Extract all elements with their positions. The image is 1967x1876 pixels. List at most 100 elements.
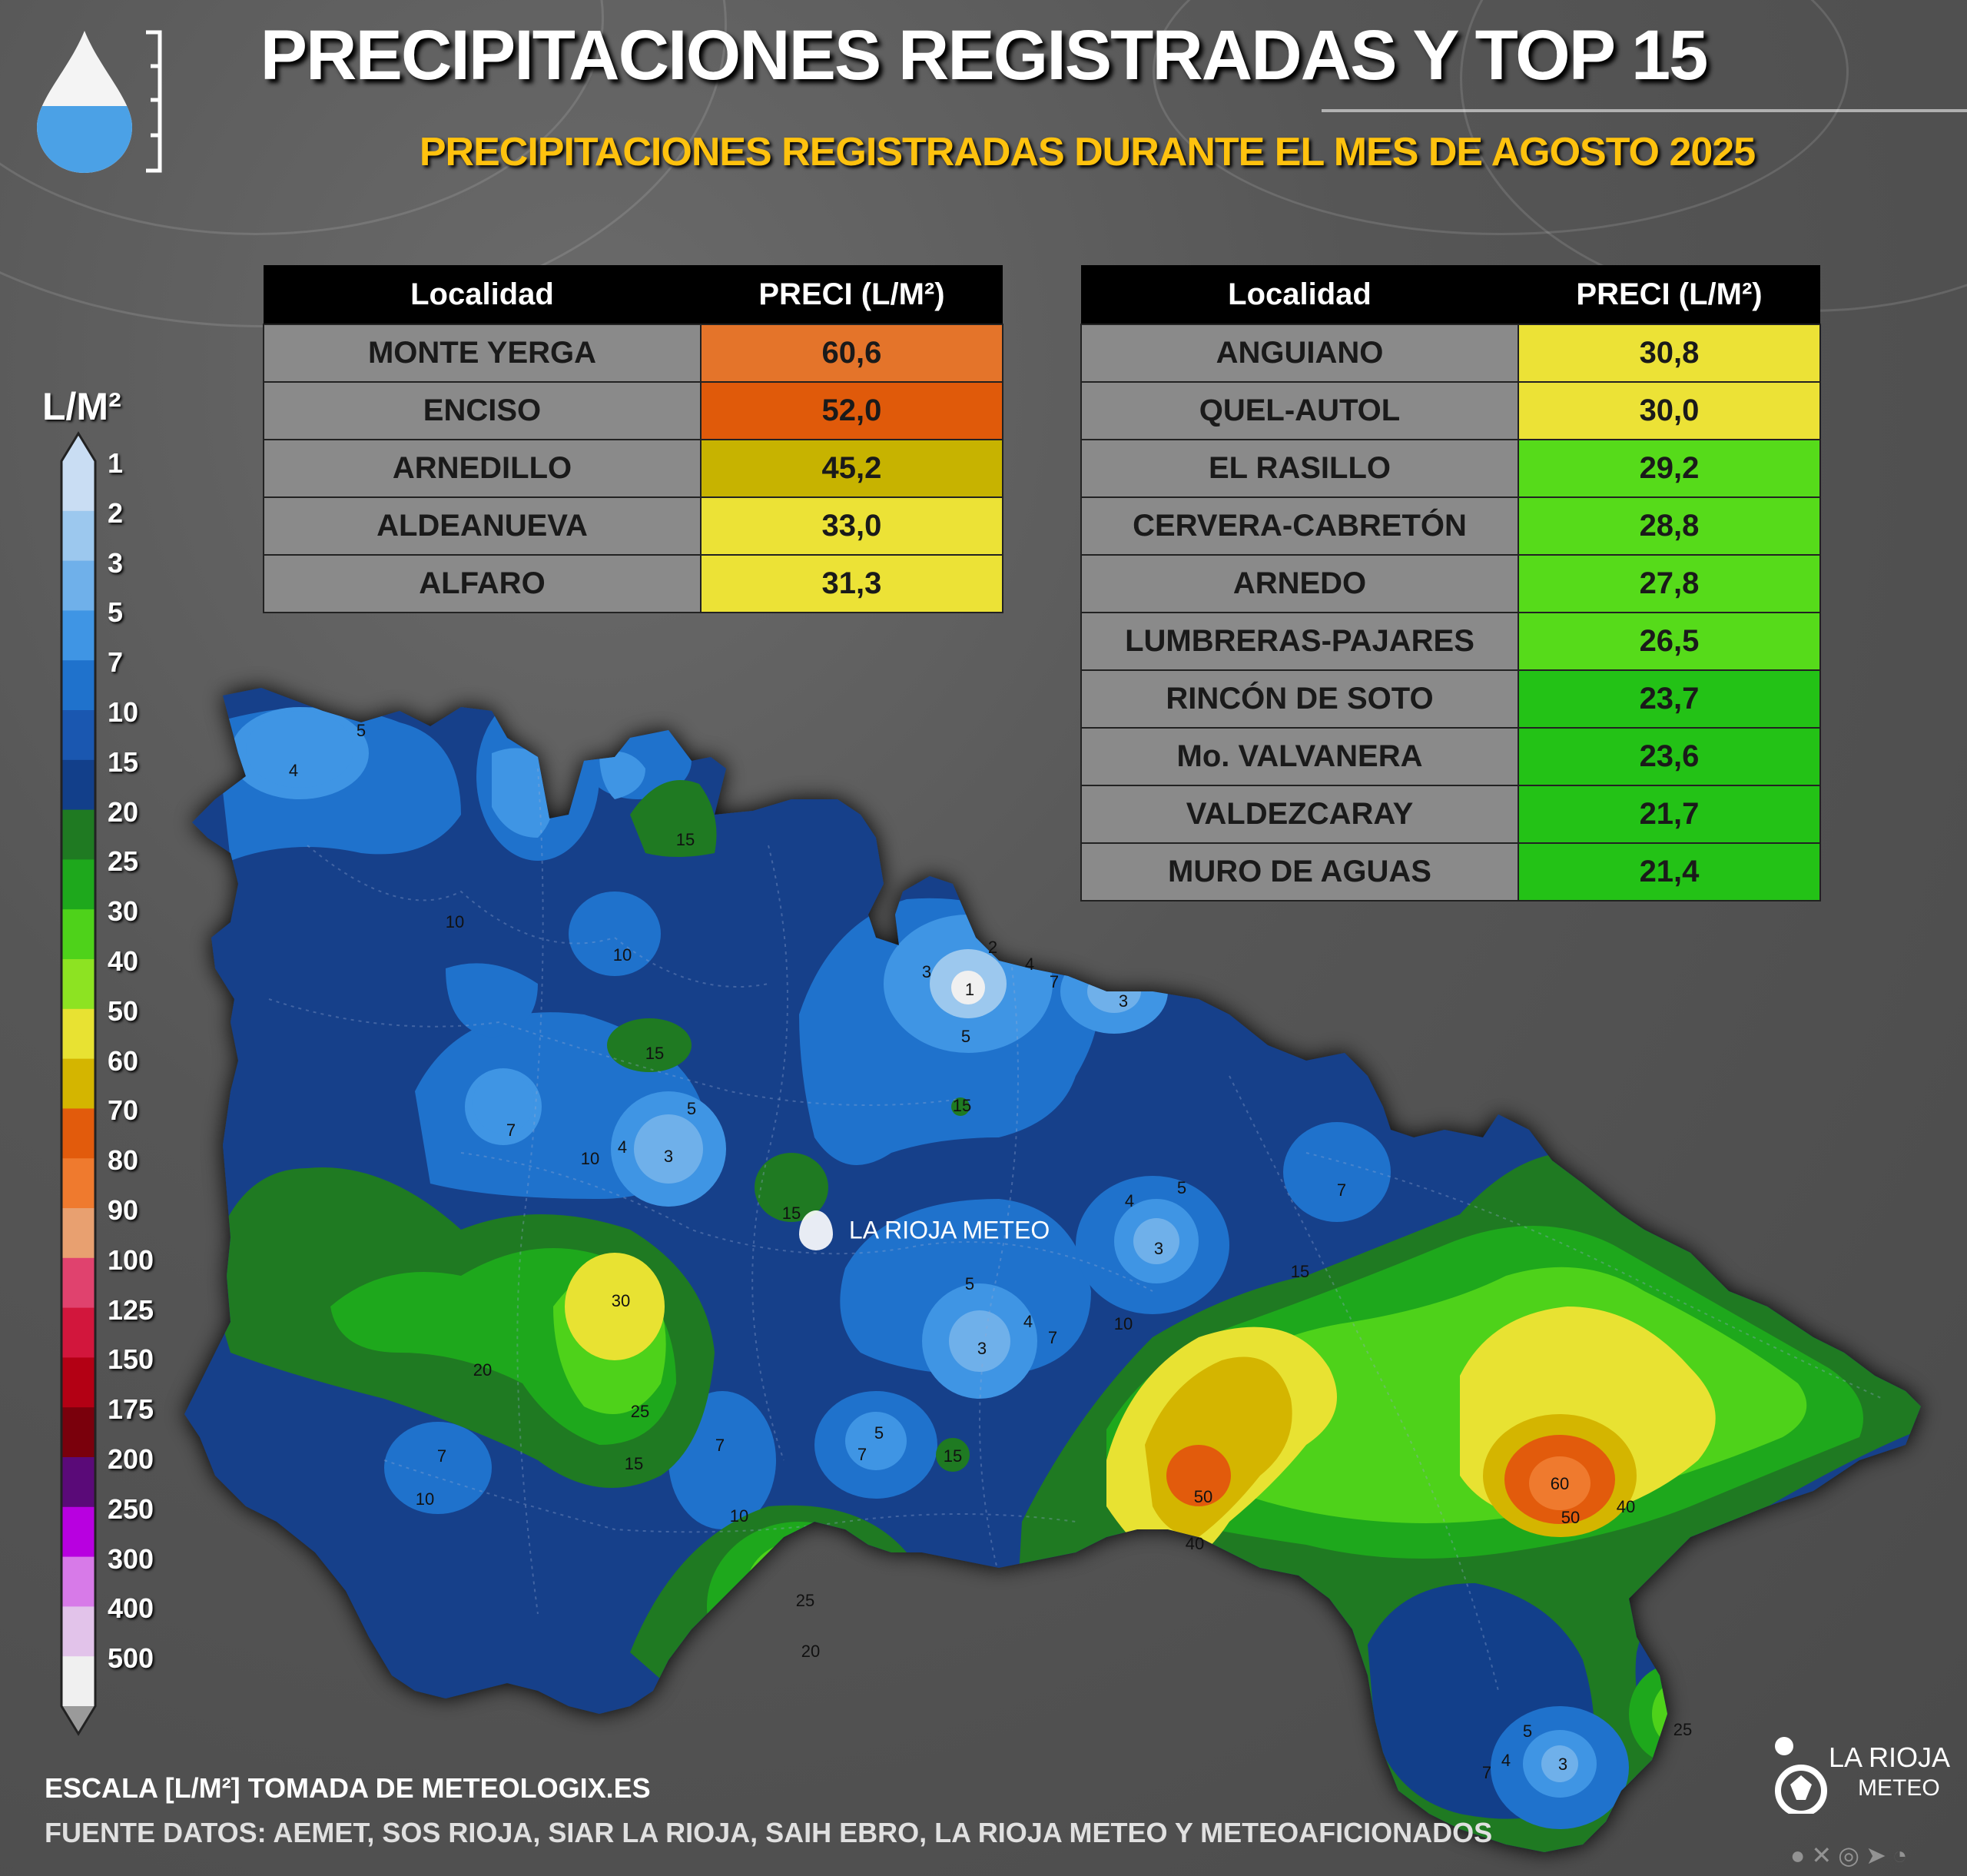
social-icons: ●✕◎➤◔ [1790, 1841, 1913, 1870]
table-row: MURO DE AGUAS 21,4 [1080, 842, 1822, 901]
page-subtitle: PRECIPITACIONES REGISTRADAS DURANTE EL M… [419, 130, 1756, 174]
locality-cell: ANGUIANO [1080, 324, 1519, 383]
contour-label: 4 [1501, 1751, 1511, 1770]
precip-cell: 23,7 [1517, 669, 1822, 729]
contour-label: 10 [581, 1149, 599, 1168]
scale-level-label: 175 [108, 1393, 154, 1426]
locality-cell: Mo. VALVANERA [1080, 727, 1519, 786]
logo-line1: LA RIOJA [1829, 1742, 1951, 1773]
scale-source: ESCALA [L/M²] TOMADA DE METEOLOGIX.ES [45, 1772, 651, 1804]
contour-label: 5 [961, 1027, 970, 1046]
precip-cell: 29,2 [1517, 439, 1822, 498]
contour-label: 5 [1523, 1722, 1532, 1741]
locality-cell: MONTE YERGA [263, 324, 702, 383]
contour-label: 10 [613, 945, 632, 965]
scale-level-label: 200 [108, 1443, 154, 1475]
contour-label: 60 [1551, 1474, 1569, 1493]
contour-label: 15 [645, 1044, 664, 1063]
scale-swatch [61, 859, 95, 911]
scale-bottom-arrow [61, 1706, 95, 1734]
precip-cell: 52,0 [699, 381, 1004, 440]
table-row: ANGUIANO 30,8 [1080, 324, 1822, 383]
contour-label: 5 [874, 1423, 884, 1443]
telegram-icon[interactable]: ➤ [1866, 1841, 1892, 1869]
drop-logo-icon [1775, 1737, 1827, 1814]
contour-label: 10 [446, 912, 464, 931]
contour-label: 20 [473, 1360, 492, 1380]
header-locality: Localidad [264, 265, 701, 324]
scale-swatch [61, 959, 95, 1010]
color-scale-bar [60, 431, 97, 1736]
contour-label: 4 [618, 1137, 627, 1157]
scale-swatch [61, 1606, 95, 1658]
contour-label: 3 [1119, 991, 1128, 1011]
table-row: EL RASILLO 29,2 [1080, 439, 1822, 498]
scale-swatch [61, 610, 95, 662]
scale-level-label: 90 [108, 1194, 139, 1226]
contour-label: 15 [676, 830, 695, 849]
locality-cell: ENCISO [263, 381, 702, 440]
contour-label: 15 [782, 1204, 801, 1223]
scale-swatch [61, 1257, 95, 1309]
logo-line2: METEO [1858, 1775, 1940, 1801]
scale-swatch [61, 510, 95, 562]
title-underline [1322, 109, 1967, 112]
table-row: LUMBRERAS-PAJARES 26,5 [1080, 612, 1822, 671]
whatsapp-icon[interactable]: ◔ [1892, 1841, 1914, 1869]
locality-cell: QUEL-AUTOL [1080, 381, 1519, 440]
scale-swatch [61, 1556, 95, 1608]
scale-level-label: 500 [108, 1642, 154, 1675]
precip-cell: 30,0 [1517, 381, 1822, 440]
scale-top-arrow [61, 433, 95, 461]
contour-label: 30 [612, 1291, 630, 1310]
precip-cell: 31,3 [699, 554, 1004, 613]
scale-level-label: 15 [108, 745, 139, 778]
top-table-right: Localidad PRECI (L/M²) ANGUIANO 30,8 QUEL-… [1080, 265, 1822, 901]
precip-cell: 28,8 [1517, 496, 1822, 556]
table-row: Mo. VALVANERA 23,6 [1080, 727, 1822, 786]
scale-level-label: 400 [108, 1592, 154, 1625]
scale-level-label: 125 [108, 1293, 154, 1326]
facebook-icon[interactable]: ● [1790, 1841, 1812, 1869]
contour-label: 5 [965, 1274, 974, 1293]
x-icon[interactable]: ✕ [1811, 1841, 1839, 1869]
scale-swatch [61, 909, 95, 960]
locality-cell: RINCÓN DE SOTO [1080, 669, 1519, 729]
precip-cell: 26,5 [1517, 612, 1822, 671]
page-title: PRECIPITACIONES REGISTRADAS Y TOP 15 [260, 16, 1709, 95]
scale-swatch [61, 1506, 95, 1558]
locality-cell: CERVERA-CABRETÓN [1080, 496, 1519, 556]
scale-level-label: 50 [108, 994, 139, 1027]
data-source: FUENTE DATOS: AEMET, SOS RIOJA, SIAR LA … [45, 1817, 1493, 1848]
contour-label: 7 [857, 1445, 867, 1464]
contour-label: 3 [1558, 1755, 1567, 1774]
precip-cell: 33,0 [699, 496, 1004, 556]
table-body: ANGUIANO 30,8 QUEL-AUTOL 30,0 EL RASILLO 29,2… [1080, 324, 1822, 901]
scale-swatch [61, 560, 95, 612]
instagram-icon[interactable]: ◎ [1838, 1841, 1866, 1869]
scale-swatch [61, 710, 95, 761]
table-row: ARNEDILLO 45,2 [263, 439, 1004, 498]
scale-level-label: 40 [108, 945, 139, 977]
scale-level-label: 30 [108, 895, 139, 928]
scale-level-label: 1 [108, 447, 124, 479]
contour-label: 15 [953, 1096, 971, 1115]
scale-swatch [61, 1407, 95, 1458]
scale-level-label: 7 [108, 646, 124, 679]
drop-ruler-icon [37, 30, 162, 173]
header-locality: Localidad [1081, 265, 1518, 324]
table-row: ALFARO 31,3 [263, 554, 1004, 613]
contour-label: 7 [1337, 1180, 1346, 1200]
contour-label: 7 [1482, 1763, 1491, 1782]
brand-logo: LA RIOJA METEO [1767, 1729, 1967, 1837]
scale-swatch [61, 1058, 95, 1110]
precip-cell: 21,4 [1517, 842, 1822, 901]
contour-label: 25 [796, 1591, 814, 1610]
contour-label: 25 [631, 1402, 649, 1421]
contour-label: 7 [506, 1121, 516, 1140]
locality-cell: ALFARO [263, 554, 702, 613]
precip-cell: 60,6 [699, 324, 1004, 383]
contour-label: 7 [437, 1446, 446, 1466]
